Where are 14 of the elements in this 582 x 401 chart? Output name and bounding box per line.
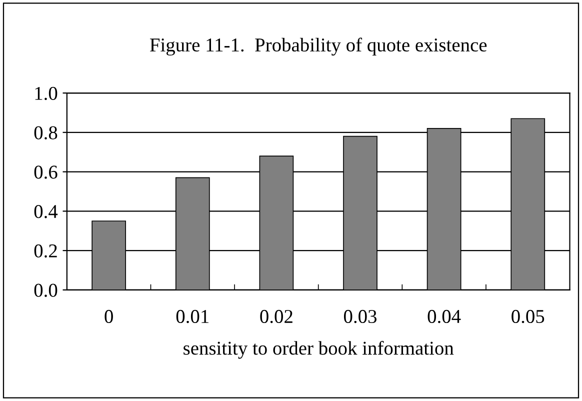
chart-title: Figure 11-1. Probability of quote existence xyxy=(150,38,487,56)
x-tick-label: 0.03 xyxy=(344,310,377,324)
x-tick-label: 0.02 xyxy=(260,310,292,324)
x-tick-label: 0.01 xyxy=(176,310,208,324)
y-tick-label: 0.8 xyxy=(34,126,58,140)
x-tick-label: 0.05 xyxy=(512,310,544,324)
y-tick-label: 0.6 xyxy=(34,166,58,179)
y-tick-label: 0.4 xyxy=(34,204,58,218)
y-tick-label: 0.0 xyxy=(34,284,58,297)
y-tick-label: 1.0 xyxy=(35,86,58,100)
x-axis-title: sensitity to order book information xyxy=(184,340,454,359)
x-tick-label: 0 xyxy=(104,310,113,324)
y-tick-label: 0.2 xyxy=(34,244,57,258)
x-tick-label: 0.04 xyxy=(428,310,461,324)
